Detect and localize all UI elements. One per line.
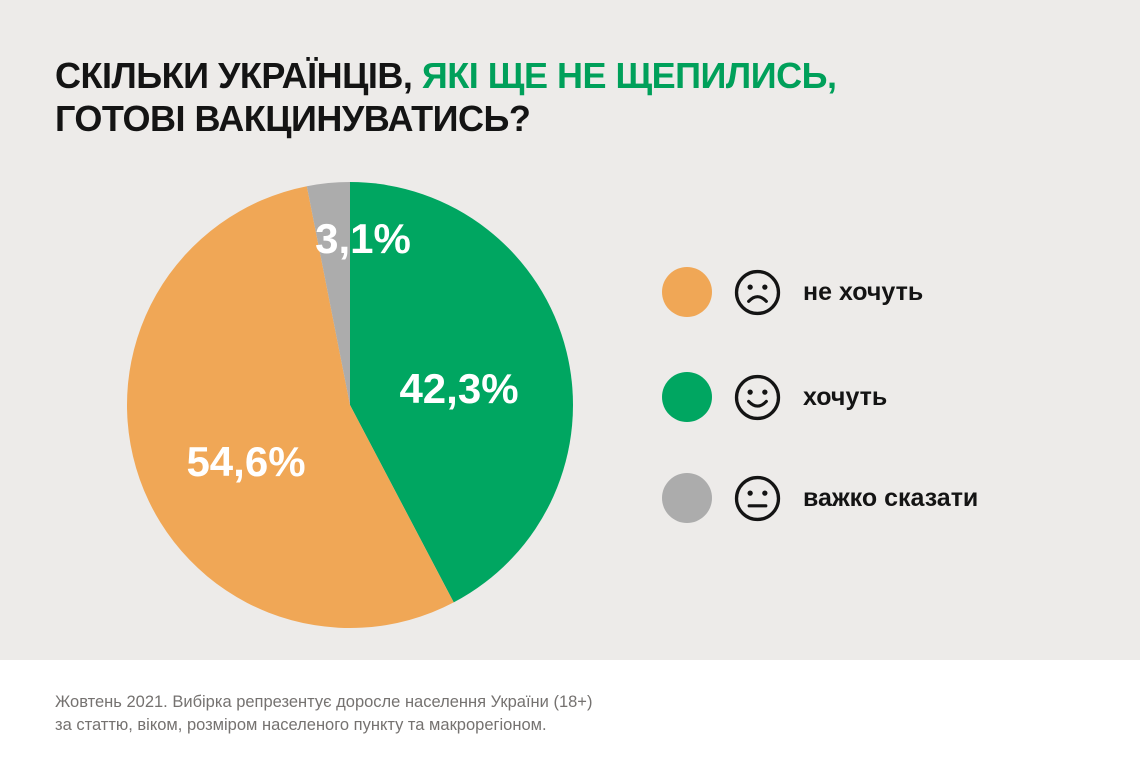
- pie-label-want: 42,3%: [399, 365, 519, 412]
- legend-item-want: хочуть: [662, 372, 887, 422]
- legend-label: не хочуть: [803, 277, 924, 306]
- pie-slice-dont-want: [127, 186, 454, 629]
- pie-slice-want: [350, 182, 574, 603]
- legend-swatch-dont-want: [662, 267, 712, 317]
- legend-label: хочуть: [803, 382, 888, 411]
- pie-label-dont-want: 54,6%: [186, 438, 306, 485]
- legend-swatch-hard-to-say: [662, 473, 712, 523]
- page-title: СКІЛЬКИ УКРАЇНЦІВ, ЯКІ ЩЕ НЕ ЩЕПИЛИСЬ, Г…: [55, 54, 955, 140]
- sad-face-icon: [734, 269, 781, 315]
- neutral-face-icon: [734, 475, 781, 521]
- pie-slice-hard-to-say: [306, 182, 350, 405]
- legend-item-hard-to-say: важко сказати: [662, 473, 978, 523]
- legend-item-dont-want: не хочуть: [662, 267, 923, 317]
- main-panel: СКІЛЬКИ УКРАЇНЦІВ, ЯКІ ЩЕ НЕ ЩЕПИЛИСЬ, Г…: [0, 0, 1140, 660]
- legend-label: важко сказати: [803, 483, 979, 512]
- pie-label-hard-to-say: 3,1%: [315, 215, 411, 262]
- note-line2: за статтю, віком, розміром населеного пу…: [55, 716, 547, 734]
- title-part2: ГОТОВІ ВАКЦИНУВАТИСЬ?: [55, 98, 531, 139]
- pie-chart: [127, 182, 574, 629]
- happy-face-icon: [734, 374, 781, 420]
- title-part1: СКІЛЬКИ УКРАЇНЦІВ,: [55, 55, 413, 96]
- footer: Жовтень 2021. Вибірка репрезентує доросл…: [0, 660, 1140, 760]
- note-line1: Жовтень 2021. Вибірка репрезентує доросл…: [55, 693, 593, 711]
- title-highlight: ЯКІ ЩЕ НЕ ЩЕПИЛИСЬ,: [421, 55, 837, 96]
- legend-swatch-want: [662, 372, 712, 422]
- methodology-note: Жовтень 2021. Вибірка репрезентує доросл…: [55, 691, 592, 737]
